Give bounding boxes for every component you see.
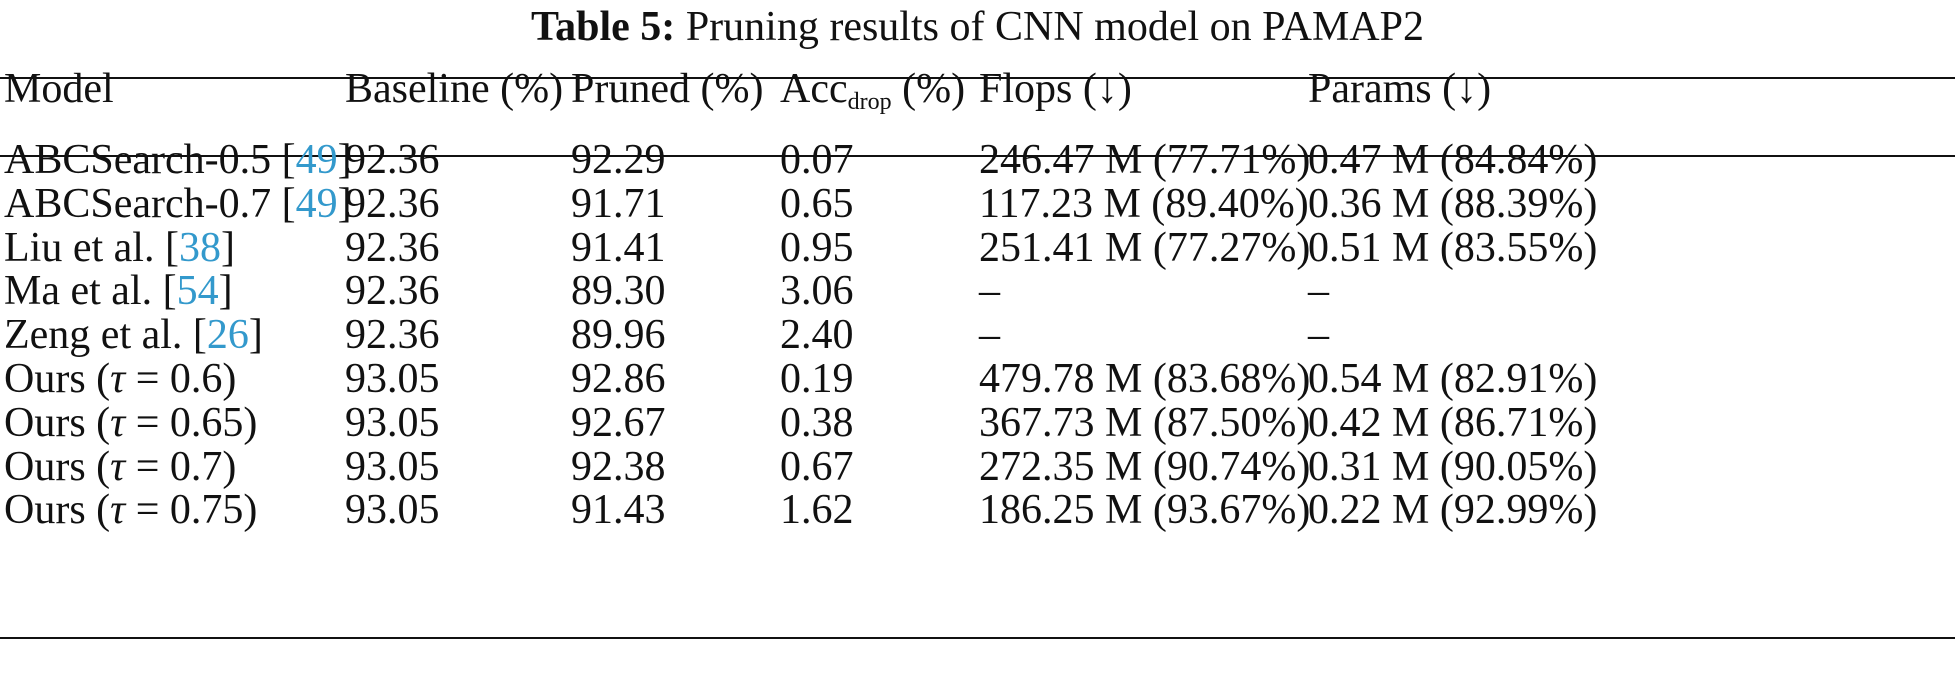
cell-pruned: 91.41 (571, 224, 666, 271)
cell-model: Ours (τ = 0.7) (4, 442, 236, 492)
cell-flops: 186.25 M (93.67%) (979, 487, 1311, 534)
model-name: ABCSearch-0.5 [ (4, 137, 296, 183)
cell-flops: 479.78 M (83.68%) (979, 356, 1311, 402)
header-flops: Flops (↓) (979, 66, 1132, 112)
cell-acc-drop: 3.06 (780, 268, 854, 315)
citation-link[interactable]: 38 (178, 224, 221, 271)
cell-params: – (1308, 268, 1329, 315)
cell-acc-drop: 1.62 (780, 487, 854, 534)
citation-link[interactable]: 49 (295, 180, 338, 227)
acc-unit: (%) (891, 66, 966, 112)
bottom-rule (0, 637, 1955, 639)
cell-flops: – (979, 312, 1000, 359)
cell-params: 0.54 M (82.91%) (1308, 356, 1598, 402)
model-name: Ours ( (4, 399, 111, 446)
header-baseline: Baseline (%) (345, 66, 564, 112)
model-suffix: = 0.6) (125, 356, 237, 402)
cell-params: 0.51 M (83.55%) (1308, 224, 1598, 271)
cell-pruned: 91.43 (571, 487, 666, 534)
cell-model: Ours (τ = 0.6) (4, 354, 236, 404)
model-suffix: ] (337, 180, 352, 227)
cell-baseline: 92.36 (345, 137, 440, 183)
table-title: Pruning results of CNN model on PAMAP2 (685, 4, 1424, 50)
model-name: Ma et al. [ (4, 268, 177, 315)
cell-baseline: 92.36 (345, 312, 440, 359)
cell-pruned: 92.67 (571, 399, 666, 446)
citation-link[interactable]: 54 (176, 268, 219, 315)
citation-link[interactable]: 49 (295, 137, 338, 183)
cell-pruned: 92.38 (571, 443, 666, 490)
cell-model: Ours (τ = 0.65) (4, 398, 257, 448)
tau-symbol: τ (110, 443, 126, 490)
cell-params: 0.36 M (88.39%) (1308, 180, 1598, 227)
cell-baseline: 93.05 (345, 487, 440, 534)
cell-baseline: 92.36 (345, 268, 440, 315)
cell-acc-drop: 2.40 (780, 312, 854, 359)
model-suffix: ] (337, 137, 352, 183)
acc-subscript: drop (847, 89, 892, 115)
cell-pruned: 91.71 (571, 180, 666, 227)
cell-flops: 251.41 M (77.27%) (979, 224, 1311, 271)
tau-symbol: τ (110, 356, 126, 402)
cell-model: ABCSearch-0.5 [49] (4, 135, 352, 185)
header-model: Model (4, 66, 114, 112)
cell-flops: 367.73 M (87.50%) (979, 399, 1311, 446)
cell-baseline: 93.05 (345, 443, 440, 490)
cell-pruned: 92.86 (571, 356, 666, 402)
header-pruned: Pruned (%) (571, 66, 764, 112)
cell-baseline: 92.36 (345, 180, 440, 227)
acc-label: Acc (780, 66, 848, 112)
cell-acc-drop: 0.67 (780, 443, 854, 490)
cell-model: ABCSearch-0.7 [49] (4, 179, 352, 229)
model-name: Ours ( (4, 487, 111, 534)
model-suffix: = 0.7) (125, 443, 237, 490)
cell-flops: 272.35 M (90.74%) (979, 443, 1311, 490)
cell-acc-drop: 0.65 (780, 180, 854, 227)
cell-model: Ours (τ = 0.75) (4, 485, 257, 535)
model-suffix: = 0.65) (125, 399, 258, 446)
cell-model: Liu et al. [38] (4, 223, 235, 273)
cell-params: 0.22 M (92.99%) (1308, 487, 1598, 534)
cell-acc-drop: 0.07 (780, 137, 854, 183)
cell-flops: 246.47 M (77.71%) (979, 137, 1311, 183)
cell-baseline: 93.05 (345, 399, 440, 446)
cell-params: 0.47 M (84.84%) (1308, 137, 1598, 183)
model-name: ABCSearch-0.7 [ (4, 180, 296, 227)
header-acc-drop: Accdrop (%) (780, 64, 965, 127)
model-name: Liu et al. [ (4, 224, 179, 271)
header-rule (0, 155, 1955, 157)
cell-model: Ma et al. [54] (4, 266, 233, 316)
model-name: Ours ( (4, 356, 111, 402)
cell-params: 0.31 M (90.05%) (1308, 443, 1598, 490)
tau-symbol: τ (110, 487, 126, 534)
cell-pruned: 89.96 (571, 312, 666, 359)
model-suffix: = 0.75) (125, 487, 258, 534)
citation-link[interactable]: 26 (206, 312, 249, 359)
cell-acc-drop: 0.95 (780, 224, 854, 271)
cell-params: – (1308, 312, 1329, 359)
header-params: Params (↓) (1308, 66, 1492, 112)
cell-flops: 117.23 M (89.40%) (979, 180, 1309, 227)
model-suffix: ] (248, 312, 263, 359)
cell-params: 0.42 M (86.71%) (1308, 399, 1598, 446)
cell-pruned: 89.30 (571, 268, 666, 315)
model-suffix: ] (220, 224, 235, 271)
cell-model: Zeng et al. [26] (4, 310, 263, 360)
table-caption: Table 5: Pruning results of CNN model on… (0, 6, 1955, 48)
cell-pruned: 92.29 (571, 137, 666, 183)
top-rule (0, 77, 1955, 79)
table-number: Table 5: (530, 4, 676, 50)
cell-baseline: 92.36 (345, 224, 440, 271)
tau-symbol: τ (110, 399, 126, 446)
model-name: Ours ( (4, 443, 111, 490)
model-suffix: ] (218, 268, 233, 315)
cell-flops: – (979, 268, 1000, 315)
cell-baseline: 93.05 (345, 356, 440, 402)
cell-acc-drop: 0.19 (780, 356, 854, 402)
model-name: Zeng et al. [ (4, 312, 207, 359)
cell-acc-drop: 0.38 (780, 399, 854, 446)
